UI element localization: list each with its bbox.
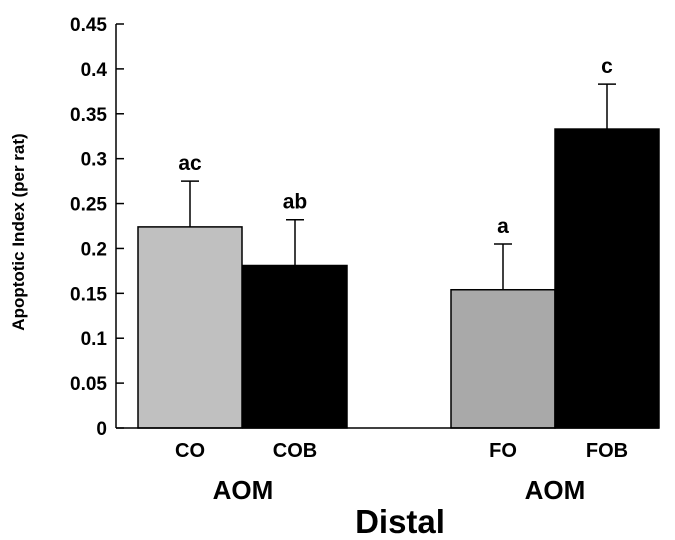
- group-label-1: AOM: [213, 475, 274, 505]
- bars-layer: [137, 128, 660, 429]
- category-label-fo: FO: [489, 440, 517, 462]
- y-axis-label: Apoptotic Index (per rat): [9, 133, 28, 330]
- significance-label-co: ac: [178, 152, 202, 175]
- bar-co: [137, 226, 243, 429]
- y-tick-label: 0.25: [70, 195, 107, 216]
- bar-cob: [242, 264, 348, 429]
- chart-title: Distal: [355, 503, 445, 535]
- y-tick-label: 0.2: [81, 239, 107, 260]
- bar-fo: [450, 288, 556, 429]
- significance-label-fo: a: [497, 215, 509, 238]
- y-tick-label: 0.1: [81, 329, 108, 350]
- category-label-fob: FOB: [586, 440, 628, 462]
- significance-label-fob: c: [601, 55, 613, 78]
- y-tick-label: 0.05: [70, 374, 107, 395]
- y-tick-label: 0.45: [70, 15, 107, 36]
- category-label-co: CO: [175, 440, 205, 462]
- y-tick-label: 0.15: [70, 284, 107, 305]
- category-label-cob: COB: [273, 440, 317, 462]
- y-tick-label: 0.4: [81, 60, 108, 81]
- error-bars-layer: [181, 83, 616, 290]
- y-tick-label: 0: [96, 419, 107, 440]
- axes-layer: [115, 23, 659, 429]
- y-tick-label: 0.35: [70, 105, 107, 126]
- labels-layer: ac CO ab COB a FO c FOB 0 0.05 0.1 0.15 0.2 0.25 0.3 0.…: [9, 15, 628, 540]
- y-tick-label: 0.3: [81, 150, 107, 171]
- significance-label-cob: ab: [283, 191, 308, 214]
- bar-fob: [554, 128, 660, 429]
- group-label-2: AOM: [525, 475, 586, 505]
